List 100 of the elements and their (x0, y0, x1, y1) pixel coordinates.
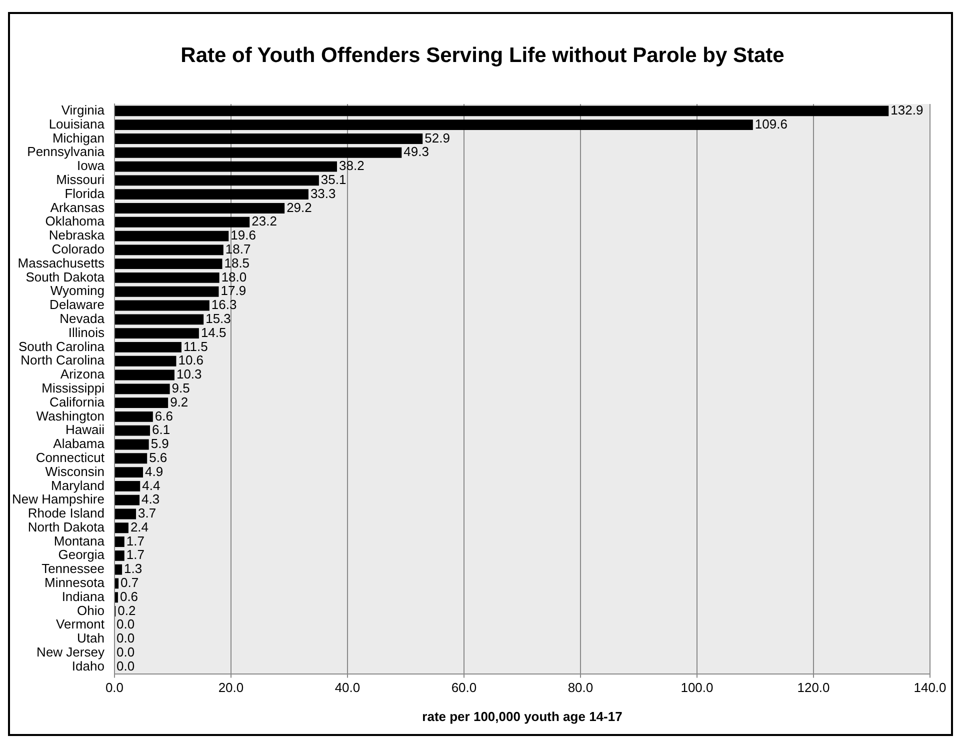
y-tick-label: Delaware (50, 297, 104, 312)
bar (114, 384, 170, 394)
data-label: 35.1 (320, 172, 346, 188)
bar (114, 578, 119, 589)
data-label: 19.6 (230, 228, 256, 243)
y-tick-label: Ohio (77, 602, 104, 618)
bar (114, 342, 182, 352)
y-tick-label: Vermont (56, 616, 105, 632)
data-label: 49.3 (404, 144, 429, 160)
bar (114, 480, 140, 492)
bar (114, 286, 219, 297)
data-label: 6.1 (152, 422, 170, 438)
y-tick-label: South Carolina (18, 338, 106, 354)
data-label: 15.3 (206, 310, 231, 326)
data-label: 9.2 (170, 394, 188, 410)
bar (114, 425, 150, 436)
y-tick-label: Hawaii (65, 422, 105, 438)
data-label: 0.2 (118, 602, 136, 618)
y-tick-label: Utah (77, 630, 104, 646)
bar (114, 314, 204, 325)
y-tick-label: Wyoming (50, 283, 104, 298)
x-tick-label: 60.0 (451, 680, 477, 696)
data-label: 14.5 (200, 324, 226, 340)
data-label: 4.3 (142, 492, 160, 507)
y-tick-label: Minnesota (44, 575, 106, 590)
bar (114, 536, 124, 547)
data-label: 9.5 (172, 380, 190, 396)
data-label: 33.3 (310, 186, 336, 201)
x-tick-label: 140.0 (914, 680, 946, 696)
y-tick-label: Arkansas (50, 200, 105, 215)
y-tick-label: Washington (36, 408, 104, 424)
bar (114, 161, 337, 172)
y-tick-label: Montana (54, 533, 106, 548)
bar (114, 550, 124, 561)
y-tick-label: Pennsylvania (27, 144, 106, 160)
data-label: 4.9 (145, 464, 164, 479)
data-label: 18.0 (221, 269, 247, 284)
y-tick-label: Florida (64, 186, 106, 201)
y-tick-label: Alabama (53, 436, 106, 452)
y-tick-label: Nebraska (48, 228, 106, 243)
bar (114, 328, 199, 339)
bar (114, 175, 319, 186)
x-tick-label: 20.0 (218, 680, 244, 696)
y-tick-label: Michigan (52, 130, 104, 146)
bar (114, 120, 753, 130)
y-tick-label: Georgia (58, 547, 106, 562)
y-tick-label: Missouri (56, 172, 105, 188)
data-label: 4.4 (142, 478, 160, 493)
bar (114, 494, 140, 506)
data-label: 29.2 (286, 200, 312, 215)
data-label: 1.7 (126, 533, 144, 548)
y-tick-label: Nevada (60, 310, 106, 326)
data-label: 23.2 (252, 214, 277, 229)
y-tick-label: California (50, 394, 106, 410)
y-tick-label: Virginia (61, 102, 106, 118)
x-tick-label: 100.0 (680, 680, 714, 696)
y-tick-label: Idaho (72, 658, 104, 674)
bar (114, 370, 174, 380)
bar (114, 592, 118, 603)
data-label: 0.0 (116, 658, 135, 674)
bar (114, 272, 220, 283)
data-label: 0.7 (120, 575, 139, 590)
y-tick-label: Illinois (68, 324, 105, 340)
data-label: 2.4 (130, 519, 149, 534)
bar (114, 398, 168, 408)
data-label: 0.0 (116, 644, 135, 660)
bar (114, 258, 222, 270)
y-tick-label: Mississippi (42, 380, 105, 396)
bar (114, 216, 250, 228)
data-label: 10.6 (178, 352, 204, 368)
y-tick-label: New Hampshire (12, 492, 104, 507)
data-label: 3.7 (138, 506, 156, 521)
x-tick-label: 120.0 (797, 680, 830, 696)
bar (114, 244, 224, 256)
bar (114, 411, 153, 422)
bar (114, 134, 423, 144)
data-label: 132.9 (890, 102, 924, 118)
data-label: 6.6 (154, 408, 173, 424)
data-label: 1.7 (126, 547, 144, 562)
y-tick-label: Louisiana (48, 116, 106, 132)
bar (114, 203, 285, 214)
y-tick-label: Oklahoma (45, 214, 106, 229)
data-label: 0.0 (116, 616, 135, 632)
bar (114, 453, 148, 464)
y-tick-label: New Jersey (36, 644, 105, 660)
data-label: 38.2 (338, 158, 364, 174)
bar (114, 508, 136, 520)
data-label: 16.3 (211, 297, 237, 312)
data-label: 52.9 (424, 130, 450, 146)
bar (114, 189, 308, 200)
bar (114, 106, 889, 116)
data-label: 18.5 (224, 255, 250, 270)
data-label: 0.6 (120, 588, 138, 604)
y-tick-label: Connecticut (36, 450, 105, 465)
bar (114, 356, 176, 366)
y-tick-label: Massachusetts (18, 255, 105, 270)
y-tick-label: Colorado (52, 242, 104, 257)
data-label: 109.6 (754, 116, 788, 132)
bar (114, 230, 229, 242)
data-label: 10.3 (176, 366, 202, 382)
